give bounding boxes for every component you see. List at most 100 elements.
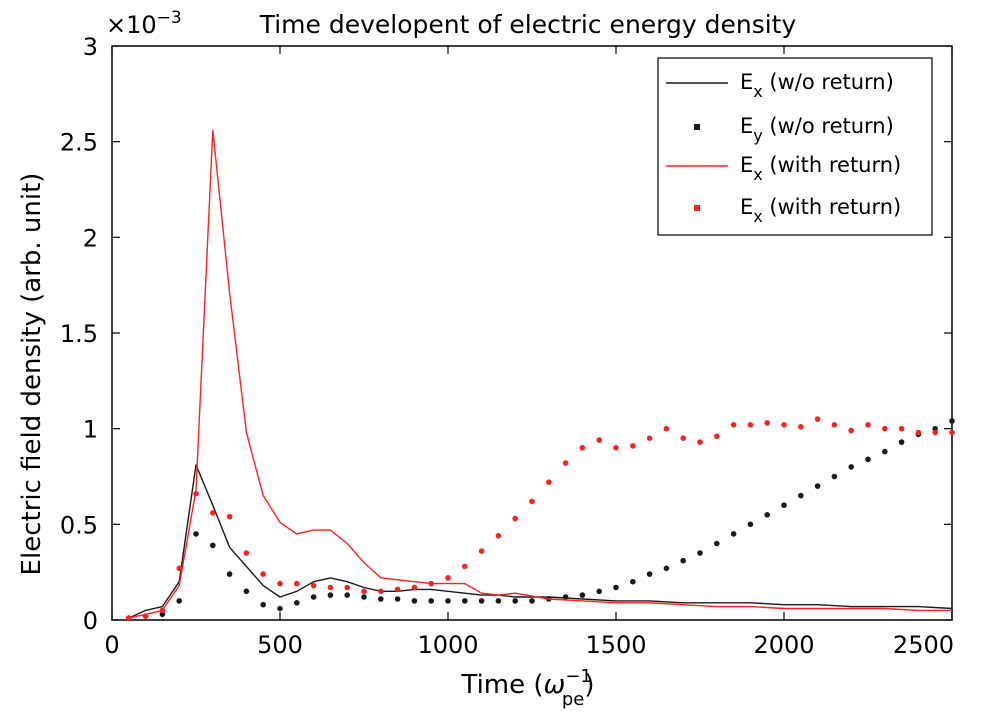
data-point <box>210 510 216 516</box>
data-point <box>512 515 518 522</box>
data-point <box>882 425 888 432</box>
data-point <box>848 464 854 470</box>
data-point <box>680 435 686 442</box>
data-point <box>260 571 267 577</box>
y-tick-labels: 0 0.5 1 1.5 2 2.5 3 <box>60 33 98 635</box>
data-point <box>680 557 686 564</box>
legend-label: Ey (w/o return) <box>740 114 894 145</box>
data-point <box>428 598 435 604</box>
data-point <box>747 521 754 528</box>
x-axis-label-symbol: ω <box>544 670 566 700</box>
y-tick-label: 2.5 <box>60 129 98 157</box>
data-point <box>865 422 871 428</box>
x-axis-label-close: ) <box>584 670 594 700</box>
data-point <box>294 600 300 606</box>
data-point <box>310 594 317 600</box>
legend-item: Ey (w/o return) <box>694 114 894 145</box>
legend-item: Ex (with return) <box>694 195 901 226</box>
data-point <box>193 531 199 537</box>
data-point <box>932 429 938 436</box>
series-layer <box>126 129 955 621</box>
data-point <box>445 598 451 604</box>
y-tick-label: 1 <box>83 416 98 444</box>
x-tick-label: 2500 <box>893 631 954 659</box>
data-point <box>848 427 854 434</box>
data-point <box>495 533 502 539</box>
data-point <box>646 571 653 577</box>
data-point <box>243 550 250 556</box>
data-point <box>630 443 636 449</box>
data-point <box>394 596 401 602</box>
data-point <box>512 598 518 604</box>
data-point <box>831 473 838 480</box>
legend-marker-swatch <box>694 205 700 211</box>
data-point <box>478 598 485 604</box>
data-point <box>394 586 401 593</box>
legend: Ex (w/o return) Ey (w/o return) Ex (with r… <box>657 57 933 236</box>
data-point <box>714 540 720 547</box>
data-point <box>327 584 334 591</box>
data-point <box>126 615 132 621</box>
y-scale-multiplier: ×10−3 <box>106 8 182 39</box>
data-point <box>579 592 586 598</box>
data-point <box>747 422 754 428</box>
legend-marker-swatch <box>694 124 700 130</box>
data-point <box>898 425 905 432</box>
data-point <box>697 550 703 556</box>
data-point <box>260 601 267 608</box>
data-point <box>529 498 535 505</box>
data-point <box>428 580 435 587</box>
legend-label: Ex (with return) <box>740 153 901 184</box>
data-point <box>462 563 468 570</box>
legend-item: Ex (with return) <box>666 153 901 184</box>
data-point <box>210 542 216 549</box>
data-point <box>579 445 586 451</box>
x-tick-label: 0 <box>104 631 119 659</box>
data-point <box>798 492 804 499</box>
x-axis-label-sub: pe <box>562 689 585 710</box>
data-point <box>949 418 955 424</box>
chart-title: Time developent of electric energy densi… <box>259 10 797 39</box>
series-line <box>128 464 953 619</box>
y-tick-label: 1.5 <box>60 320 98 348</box>
data-point <box>613 445 619 451</box>
x-tick-label: 1500 <box>585 631 646 659</box>
series-2 <box>126 418 955 621</box>
data-point <box>630 578 636 585</box>
data-point <box>378 596 384 602</box>
data-point <box>445 575 451 581</box>
data-point <box>562 594 569 600</box>
data-point <box>310 582 317 589</box>
data-point <box>730 531 737 537</box>
data-point <box>176 598 182 604</box>
data-point <box>361 594 367 600</box>
data-point <box>159 607 166 614</box>
data-point <box>814 483 821 489</box>
svg-text:×10−3: ×10−3 <box>106 8 182 39</box>
data-point <box>798 424 804 430</box>
data-point <box>646 435 653 442</box>
data-point <box>915 429 922 436</box>
data-point <box>344 592 351 598</box>
data-point <box>226 513 233 520</box>
data-point <box>663 565 670 572</box>
data-point <box>781 502 787 509</box>
data-point <box>176 565 182 572</box>
data-point <box>596 588 602 595</box>
data-point <box>764 420 770 426</box>
data-point <box>361 588 367 595</box>
data-point <box>142 613 149 619</box>
data-point <box>462 598 468 604</box>
y-tick-label: 0 <box>83 607 98 635</box>
y-tick-label: 3 <box>83 33 98 61</box>
x-axis-label-sup: −1 <box>565 666 592 687</box>
y-axis-label: Electric field density (arb. unit) <box>17 173 47 576</box>
data-point <box>697 439 703 445</box>
y-scale-exponent: −3 <box>157 8 182 28</box>
series-4 <box>126 416 955 621</box>
data-point <box>495 598 502 604</box>
data-point <box>294 580 300 587</box>
x-tick-label: 500 <box>257 631 303 659</box>
data-point <box>730 422 737 428</box>
data-point <box>663 425 670 432</box>
